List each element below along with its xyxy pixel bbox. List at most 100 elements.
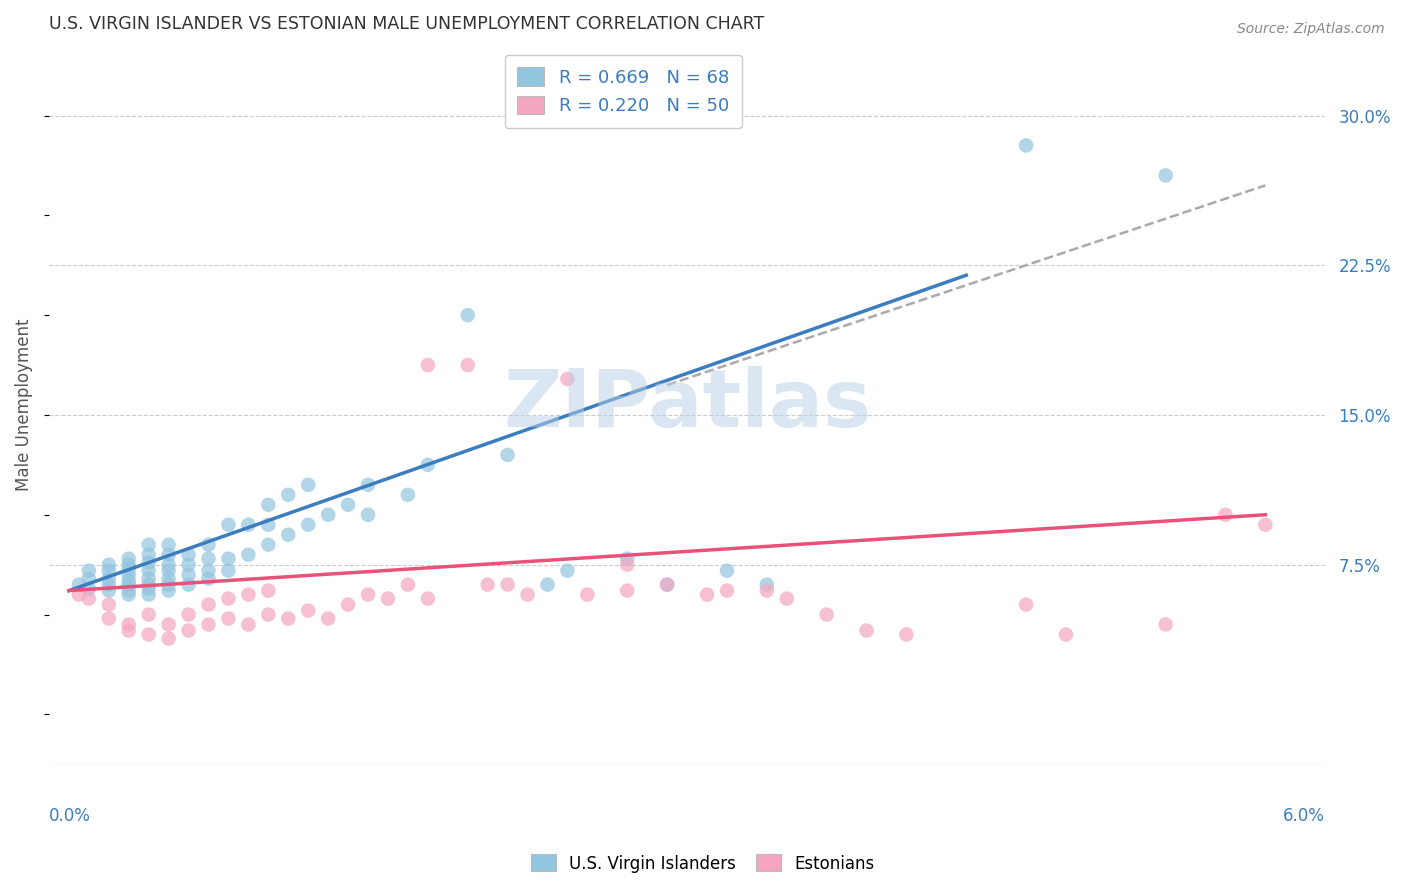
Point: [157, 583, 180, 598]
Point: [337, 498, 360, 512]
Point: [755, 577, 778, 591]
Point: [217, 591, 239, 606]
Point: [217, 564, 239, 578]
Point: [238, 548, 260, 562]
Point: [357, 588, 380, 602]
Point: [257, 498, 280, 512]
Point: [496, 448, 519, 462]
Point: [1015, 138, 1038, 153]
Point: [118, 588, 141, 602]
Point: [815, 607, 838, 622]
Point: [1154, 169, 1177, 183]
Point: [118, 567, 141, 582]
Point: [557, 372, 579, 386]
Legend: U.S. Virgin Islanders, Estonians: U.S. Virgin Islanders, Estonians: [524, 847, 882, 880]
Point: [716, 564, 738, 578]
Point: [177, 577, 200, 591]
Point: [696, 588, 718, 602]
Point: [217, 611, 239, 625]
Point: [118, 558, 141, 572]
Point: [138, 607, 160, 622]
Point: [138, 577, 160, 591]
Point: [138, 538, 160, 552]
Point: [97, 572, 120, 586]
Point: [297, 478, 319, 492]
Point: [1015, 598, 1038, 612]
Point: [157, 558, 180, 572]
Point: [496, 577, 519, 591]
Point: [138, 564, 160, 578]
Point: [477, 577, 499, 591]
Point: [1054, 627, 1077, 641]
Point: [77, 591, 100, 606]
Point: [536, 577, 558, 591]
Point: [157, 572, 180, 586]
Point: [77, 572, 100, 586]
Point: [118, 551, 141, 566]
Point: [1215, 508, 1237, 522]
Point: [97, 558, 120, 572]
Point: [97, 598, 120, 612]
Point: [516, 588, 538, 602]
Point: [655, 577, 678, 591]
Point: [457, 358, 479, 372]
Point: [416, 358, 439, 372]
Point: [157, 617, 180, 632]
Text: U.S. VIRGIN ISLANDER VS ESTONIAN MALE UNEMPLOYMENT CORRELATION CHART: U.S. VIRGIN ISLANDER VS ESTONIAN MALE UN…: [49, 15, 765, 33]
Point: [257, 517, 280, 532]
Point: [396, 577, 419, 591]
Point: [217, 517, 239, 532]
Point: [67, 577, 90, 591]
Point: [197, 617, 219, 632]
Point: [177, 607, 200, 622]
Point: [197, 551, 219, 566]
Point: [616, 551, 638, 566]
Point: [217, 551, 239, 566]
Point: [177, 548, 200, 562]
Point: [1254, 517, 1277, 532]
Point: [157, 632, 180, 646]
Point: [138, 556, 160, 570]
Point: [138, 627, 160, 641]
Point: [277, 527, 299, 541]
Point: [716, 583, 738, 598]
Point: [118, 577, 141, 591]
Point: [118, 583, 141, 598]
Point: [97, 577, 120, 591]
Point: [616, 583, 638, 598]
Point: [257, 583, 280, 598]
Point: [77, 582, 100, 596]
Point: [157, 548, 180, 562]
Point: [157, 564, 180, 578]
Point: [655, 577, 678, 591]
Point: [297, 517, 319, 532]
Point: [177, 567, 200, 582]
Point: [138, 588, 160, 602]
Point: [138, 582, 160, 596]
Text: 0.0%: 0.0%: [49, 807, 91, 825]
Text: ZIPatlas: ZIPatlas: [503, 366, 872, 444]
Point: [118, 561, 141, 575]
Point: [896, 627, 918, 641]
Point: [257, 607, 280, 622]
Text: 6.0%: 6.0%: [1284, 807, 1326, 825]
Point: [238, 617, 260, 632]
Point: [97, 611, 120, 625]
Point: [177, 624, 200, 638]
Point: [138, 548, 160, 562]
Point: [1154, 617, 1177, 632]
Point: [416, 591, 439, 606]
Point: [755, 583, 778, 598]
Point: [77, 564, 100, 578]
Point: [118, 574, 141, 588]
Point: [97, 564, 120, 578]
Point: [855, 624, 877, 638]
Point: [337, 598, 360, 612]
Point: [377, 591, 399, 606]
Point: [197, 598, 219, 612]
Point: [357, 478, 380, 492]
Point: [396, 488, 419, 502]
Point: [316, 508, 339, 522]
Point: [416, 458, 439, 472]
Point: [197, 572, 219, 586]
